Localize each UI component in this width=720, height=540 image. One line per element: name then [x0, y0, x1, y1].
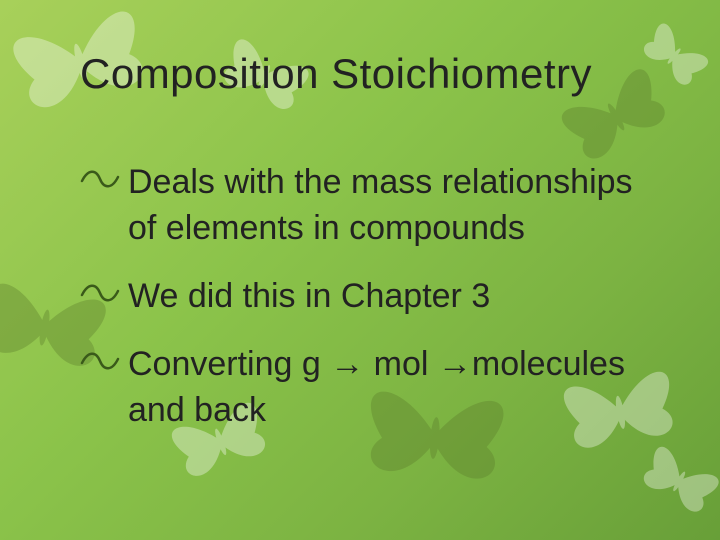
flourish-bullet-icon: [80, 160, 128, 206]
bullet-item: Deals with the mass relationships of ele…: [80, 160, 670, 252]
bullet-item: Converting g → mol →molecules and back: [80, 342, 670, 434]
flourish-bullet-icon: [80, 274, 128, 320]
bullet-item: We did this in Chapter 3: [80, 274, 670, 320]
bullet-text: Deals with the mass relationships of ele…: [128, 163, 633, 247]
slide: Composition Stoichiometry Deals with the…: [0, 0, 720, 540]
bullet-text: Converting g → mol →molecules and back: [128, 345, 625, 429]
slide-title: Composition Stoichiometry: [80, 50, 680, 98]
bullet-text: We did this in Chapter 3: [128, 277, 490, 315]
flourish-bullet-icon: [80, 342, 128, 388]
slide-body: Deals with the mass relationships of ele…: [80, 160, 670, 455]
